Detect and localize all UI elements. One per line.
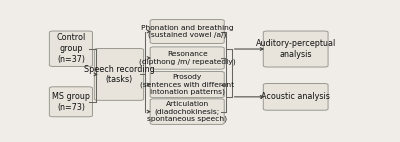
Text: Prosody
(sentences with different
intonation patterns): Prosody (sentences with different intona…: [140, 74, 234, 95]
FancyBboxPatch shape: [263, 83, 328, 110]
FancyBboxPatch shape: [150, 71, 224, 98]
Text: Phonation and breathing
(sustained vowel /a/): Phonation and breathing (sustained vowel…: [141, 25, 234, 38]
FancyBboxPatch shape: [263, 31, 328, 67]
FancyBboxPatch shape: [49, 31, 92, 66]
Text: Resonance
(dipthong /m/ repeatedly): Resonance (dipthong /m/ repeatedly): [139, 51, 236, 65]
FancyBboxPatch shape: [150, 20, 224, 43]
FancyBboxPatch shape: [150, 47, 224, 69]
FancyBboxPatch shape: [49, 87, 92, 117]
Text: Acoustic analysis: Acoustic analysis: [261, 92, 330, 101]
Text: Speech recording
(tasks): Speech recording (tasks): [84, 65, 154, 84]
Text: MS group
(n=73): MS group (n=73): [52, 92, 90, 112]
FancyBboxPatch shape: [94, 49, 144, 100]
Text: Auditory-perceptual
analysis: Auditory-perceptual analysis: [256, 39, 336, 59]
Text: Articulation
(diadochokinesis;
spontaneous speech): Articulation (diadochokinesis; spontaneo…: [147, 101, 227, 122]
Text: Control
group
(n=37): Control group (n=37): [56, 34, 86, 64]
FancyBboxPatch shape: [150, 99, 224, 124]
